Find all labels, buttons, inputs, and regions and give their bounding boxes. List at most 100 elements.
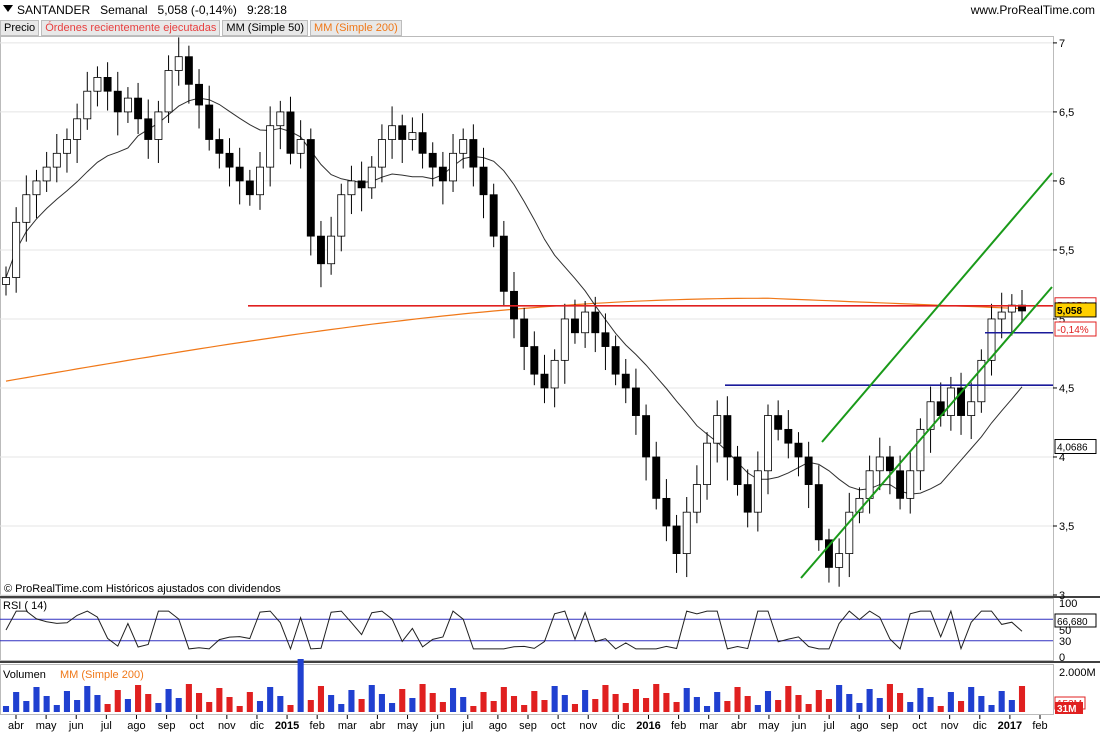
- candle-body: [825, 539, 833, 568]
- volume-bar: [399, 689, 406, 712]
- volume-bar: [846, 694, 853, 712]
- candle-body: [713, 415, 722, 444]
- volume-bar: [338, 704, 345, 712]
- volume-bar: [683, 688, 690, 712]
- volume-bar: [1018, 686, 1026, 712]
- price-tick-label: 5,5: [1059, 245, 1074, 257]
- candle-body: [103, 77, 112, 92]
- ma50-value-label: 4,0686: [1057, 443, 1088, 454]
- volume-bar: [612, 694, 619, 712]
- change-value-label: -0,14%: [1057, 325, 1089, 336]
- candle-body: [957, 387, 965, 416]
- volume-bar: [135, 685, 142, 712]
- x-tick-label: dic: [611, 720, 626, 732]
- x-tick-label: jun: [429, 720, 445, 732]
- dropdown-triangle-icon[interactable]: [3, 5, 13, 12]
- indicator-tab-orders[interactable]: Órdenes recientemente ejecutadas: [41, 20, 221, 36]
- x-tick-label: jun: [68, 720, 84, 732]
- volume-bar: [175, 698, 182, 712]
- candle-body: [184, 56, 193, 85]
- indicator-tab-ma50[interactable]: MM (Simple 50): [222, 20, 309, 36]
- candle-body: [93, 77, 102, 92]
- volume-bar: [490, 701, 497, 712]
- x-tick-label: may: [397, 720, 418, 732]
- price-tick-label: 6,5: [1059, 107, 1074, 119]
- x-tick-label: ago: [489, 720, 507, 732]
- x-tick-label: nov: [941, 720, 959, 732]
- rsi-tick-label: 100: [1059, 598, 1077, 610]
- volume-bar: [216, 688, 223, 712]
- candle-body: [703, 442, 711, 485]
- volume-bar: [317, 686, 325, 712]
- volume-bar: [907, 702, 914, 712]
- volume-bar: [876, 698, 883, 712]
- volume-bar: [531, 691, 538, 712]
- candle-body: [987, 318, 996, 361]
- x-tick-label: oct: [551, 720, 566, 732]
- x-tick-label: feb: [310, 720, 325, 732]
- candle-body: [581, 311, 590, 334]
- candle-body: [723, 415, 732, 458]
- volume-bar: [978, 696, 985, 712]
- copyright-text: © ProRealTime.com Históricos ajustados c…: [4, 583, 281, 595]
- volume-bar: [145, 694, 152, 712]
- x-tick-label: jul: [823, 720, 835, 732]
- indicator-tab-ma200[interactable]: MM (Simple 200): [310, 20, 402, 36]
- candle-body: [154, 111, 163, 140]
- x-tick-label: nov: [579, 720, 597, 732]
- candle-body: [113, 90, 122, 113]
- volume-bar: [917, 688, 924, 712]
- candle-body: [367, 166, 376, 189]
- candle-body: [814, 484, 823, 541]
- x-tick-label: jul: [461, 720, 473, 732]
- x-tick-label: oct: [912, 720, 927, 732]
- volume-bar: [663, 693, 670, 712]
- volume-bar: [460, 697, 467, 712]
- candle-body: [967, 401, 976, 416]
- candle-body: [906, 470, 915, 499]
- website-label: www.ProRealTime.com: [970, 3, 1095, 17]
- volume-bar: [226, 697, 233, 712]
- x-tick-label: oct: [189, 720, 204, 732]
- candle-body: [489, 194, 498, 237]
- candle-body: [377, 139, 386, 168]
- candle-body: [499, 235, 508, 292]
- volume-bar: [673, 702, 680, 712]
- x-tick-label: dic: [973, 720, 988, 732]
- volume-bar: [998, 691, 1005, 712]
- x-tick-label: sep: [158, 720, 176, 732]
- price-tick-label: 3,5: [1059, 521, 1074, 533]
- indicator-tab-price[interactable]: Precio: [0, 20, 40, 36]
- candle-body: [42, 166, 51, 182]
- volume-bar: [165, 689, 172, 712]
- candle-body: [52, 152, 61, 168]
- candle-body: [479, 166, 488, 196]
- x-tick-label: 2015: [275, 720, 299, 732]
- candle-body: [977, 359, 986, 403]
- channel-upper-line: [821, 172, 1053, 443]
- volume-bar: [307, 700, 314, 712]
- volume-bar: [866, 689, 873, 712]
- candle-body: [550, 359, 559, 389]
- volume-last-label: 31M: [1057, 704, 1076, 715]
- x-tick-label: may: [36, 720, 57, 732]
- candle-body: [123, 97, 132, 113]
- candle-body: [621, 373, 630, 389]
- x-tick-label: 2017: [998, 720, 1022, 732]
- x-tick-label: jul: [100, 720, 112, 732]
- x-tick-label: ago: [850, 720, 868, 732]
- rsi-value-label: 66,680: [1057, 617, 1088, 628]
- price-tick-label: 3: [1059, 590, 1065, 602]
- volume-bar: [246, 692, 253, 712]
- volume-bar: [23, 701, 30, 712]
- candle-body: [388, 125, 397, 140]
- candle-body: [83, 90, 92, 120]
- period-label: Semanal: [100, 3, 148, 17]
- volume-bar: [449, 688, 457, 712]
- volume-bar: [815, 690, 822, 712]
- candle-body: [875, 456, 884, 472]
- volume-bar: [13, 692, 20, 712]
- candle-body: [753, 470, 762, 513]
- volume-bar: [1008, 700, 1015, 712]
